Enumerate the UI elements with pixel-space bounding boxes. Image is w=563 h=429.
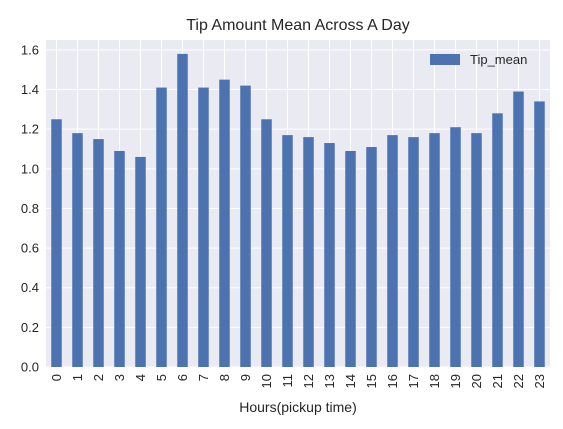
x-axis-ticks: 0 1 2 3 4 5 6 7 8 9 10 11 12 13 14 15 16 17 18 19 20 21 22 23 <box>49 374 547 388</box>
x-tick-label: 16 <box>385 374 400 388</box>
x-tick-label: 0 <box>49 374 64 381</box>
legend-label: Tip_mean <box>470 52 527 67</box>
x-tick-label: 21 <box>490 374 505 388</box>
bar-hour-6 <box>177 53 188 367</box>
x-tick-label: 14 <box>343 374 358 388</box>
bar-hour-0 <box>51 119 62 367</box>
x-tick-label: 22 <box>511 374 526 388</box>
x-tick-label: 23 <box>532 374 547 388</box>
x-tick-label: 20 <box>469 374 484 388</box>
bar-hour-12 <box>303 137 314 367</box>
bar-hour-15 <box>366 147 377 367</box>
plot-area <box>46 40 550 367</box>
x-tick-label: 2 <box>91 374 106 381</box>
bar-hour-8 <box>219 79 230 368</box>
x-tick-label: 19 <box>448 374 463 388</box>
bar-hour-17 <box>408 137 419 367</box>
x-tick-label: 6 <box>175 374 190 381</box>
y-tick-label: 0.0 <box>21 360 39 375</box>
x-tick-label: 3 <box>112 374 127 381</box>
x-tick-label: 18 <box>427 374 442 388</box>
x-axis-label: Hours(pickup time) <box>239 399 356 415</box>
bar-hour-14 <box>345 150 356 367</box>
y-tick-label: 0.4 <box>21 280 39 295</box>
x-tick-label: 10 <box>259 374 274 388</box>
x-tick-label: 4 <box>133 374 148 381</box>
x-tick-label: 17 <box>406 374 421 388</box>
bar-hour-1 <box>72 133 83 367</box>
x-tick-label: 8 <box>217 374 232 381</box>
x-tick-label: 15 <box>364 374 379 388</box>
bar-hour-7 <box>198 87 209 368</box>
x-tick-label: 11 <box>280 374 295 388</box>
bar-hour-2 <box>93 139 104 367</box>
bar-hour-20 <box>471 133 482 367</box>
y-tick-label: 0.6 <box>21 241 39 256</box>
y-tick-label: 1.6 <box>21 42 39 57</box>
bars-layer <box>51 53 545 368</box>
x-tick-label: 9 <box>238 374 253 381</box>
bar-hour-23 <box>534 101 545 367</box>
x-tick-label: 1 <box>70 374 85 381</box>
y-axis-ticks: 0.0 0.2 0.4 0.6 0.8 1.0 1.2 1.4 1.6 <box>21 42 39 374</box>
bar-hour-9 <box>240 85 251 367</box>
legend: Tip_mean <box>430 52 527 67</box>
chart-title: Tip Amount Mean Across A Day <box>186 17 410 34</box>
legend-swatch <box>430 54 460 65</box>
bar-hour-22 <box>513 91 524 367</box>
x-tick-label: 5 <box>154 374 169 381</box>
y-tick-label: 0.8 <box>21 201 39 216</box>
bar-hour-19 <box>450 127 461 367</box>
bar-hour-18 <box>429 133 440 367</box>
y-tick-label: 1.0 <box>21 161 39 176</box>
bar-hour-21 <box>492 113 503 367</box>
y-tick-label: 1.2 <box>21 122 39 137</box>
x-tick-label: 7 <box>196 374 211 381</box>
bar-hour-4 <box>135 156 146 367</box>
bar-hour-13 <box>324 143 335 367</box>
bar-hour-11 <box>282 135 293 367</box>
y-tick-label: 0.2 <box>21 320 39 335</box>
x-tick-label: 12 <box>301 374 316 388</box>
bar-hour-10 <box>261 119 272 367</box>
x-tick-label: 13 <box>322 374 337 388</box>
y-tick-label: 1.4 <box>21 82 39 97</box>
bar-hour-3 <box>114 150 125 367</box>
bar-hour-16 <box>387 135 398 367</box>
bar-hour-5 <box>156 87 167 368</box>
